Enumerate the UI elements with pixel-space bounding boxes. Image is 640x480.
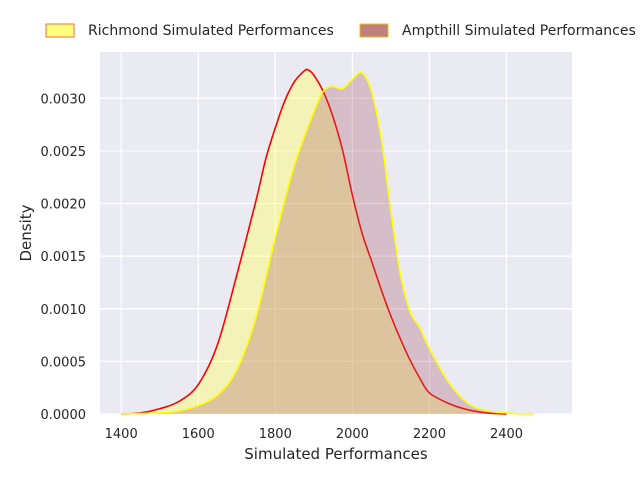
legend-label-ampthill: Ampthill Simulated Performances — [402, 23, 636, 39]
y-tick-label: 0.0015 — [41, 250, 87, 265]
y-tick-label: 0.0010 — [41, 303, 87, 318]
x-tick-label: 2000 — [336, 427, 369, 442]
grid-lines — [100, 52, 572, 415]
legend-swatch-ampthill — [359, 23, 389, 38]
y-tick-label: 0.0000 — [41, 408, 87, 423]
x-axis-label: Simulated Performances — [244, 445, 428, 463]
x-tick-label: 2200 — [413, 427, 446, 442]
y-tick-label: 0.0025 — [41, 145, 87, 160]
density-areas — [121, 68, 534, 415]
plot-background — [100, 52, 572, 414]
y-tick-label: 0.0005 — [41, 355, 87, 370]
x-tick-label: 2400 — [490, 427, 523, 442]
density-fill-richmond — [121, 69, 507, 415]
legend-swatch-richmond — [45, 23, 75, 38]
x-tick-label: 1400 — [105, 427, 138, 442]
legend-label-richmond: Richmond Simulated Performances — [88, 23, 334, 39]
y-tick-label: 0.0030 — [41, 92, 87, 107]
density-fill-ampthill — [121, 72, 534, 415]
x-tick-label: 1600 — [182, 427, 215, 442]
legend: Richmond Simulated Performances Ampthill… — [45, 23, 636, 39]
y-axis-label: Density — [17, 204, 35, 261]
y-tick-label: 0.0020 — [41, 198, 87, 213]
density-line-ampthill — [121, 71, 534, 415]
y-axis-ticks: 0.0000 0.0005 0.0010 0.0015 0.0020 0.0025 0.00… — [41, 92, 87, 423]
x-tick-label: 1800 — [259, 427, 292, 442]
x-axis-ticks: 1400 1600 1800 2000 2200 2400 — [105, 427, 523, 442]
